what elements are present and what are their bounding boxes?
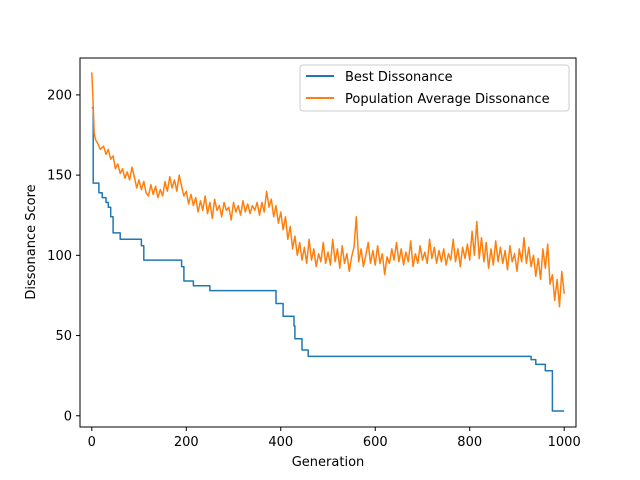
legend-label-average: Population Average Dissonance	[345, 92, 550, 107]
x-tick-label: 400	[268, 435, 293, 450]
y-tick-label: 100	[47, 249, 72, 264]
plot-area	[79, 57, 577, 428]
series-line-best-dissonance	[91, 106, 565, 412]
series-layer	[91, 72, 565, 412]
y-tick-label: 150	[47, 169, 72, 184]
x-axis-label: Generation	[292, 455, 365, 470]
y-tick-label: 0	[64, 409, 72, 424]
x-axis-ticks: 0 200 400 600 800 1000	[88, 427, 581, 450]
legend-box	[299, 64, 570, 112]
y-tick-label: 200	[47, 88, 72, 103]
x-tick-label: 800	[457, 435, 482, 450]
x-tick-label: 0	[88, 435, 96, 450]
legend: Best Dissonance Population Average Disso…	[299, 64, 570, 112]
x-tick-label: 600	[363, 435, 388, 450]
legend-label-best: Best Dissonance	[345, 70, 453, 85]
y-tick-label: 50	[55, 329, 72, 344]
y-axis-label: Dissonance Score	[24, 184, 39, 299]
y-axis-ticks: 0 50 100 150 200	[47, 88, 80, 424]
series-line-population-average	[91, 72, 565, 308]
x-tick-label: 200	[174, 435, 199, 450]
axes-frame	[79, 57, 577, 428]
x-tick-label: 1000	[548, 435, 581, 450]
